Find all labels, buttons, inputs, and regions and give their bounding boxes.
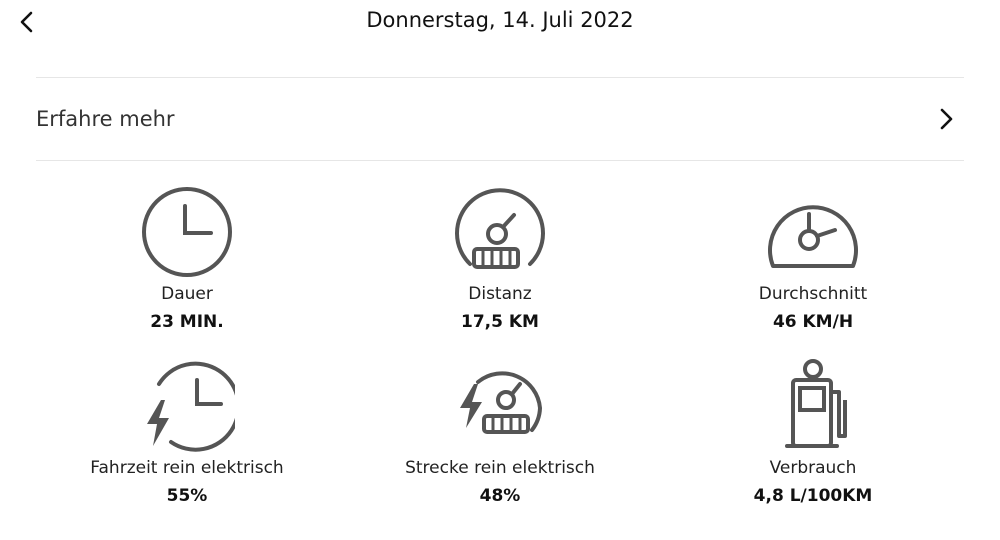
stat-value: 17,5 KM <box>461 312 539 332</box>
top-bar: Donnerstag, 14. Juli 2022 <box>0 0 1000 44</box>
stat-duration: Dauer 23 MIN. <box>37 184 337 334</box>
clock-icon <box>142 187 232 277</box>
stat-value: 46 KM/H <box>772 312 854 332</box>
page-title: Donnerstag, 14. Juli 2022 <box>366 8 634 32</box>
stat-average-speed: Durchschnitt 46 KM/H <box>663 184 963 334</box>
stat-label: Distanz <box>468 284 532 304</box>
stat-value: 23 MIN. <box>150 312 224 332</box>
stat-consumption: Verbrauch 4,8 L/100KM <box>663 358 963 508</box>
speedometer-icon <box>768 205 858 268</box>
stat-label: Durchschnitt <box>758 284 868 304</box>
chevron-right-icon <box>940 108 953 130</box>
odometer-icon <box>455 188 545 269</box>
stat-label: Strecke rein elektrisch <box>405 458 595 478</box>
stat-value: 4,8 L/100KM <box>753 486 873 506</box>
stat-label: Fahrzeit rein elektrisch <box>90 458 284 478</box>
back-button[interactable] <box>12 6 42 38</box>
electric-clock-icon <box>147 361 235 452</box>
divider <box>36 160 964 161</box>
stat-value: 48% <box>479 486 521 506</box>
electric-odometer-icon <box>460 371 543 434</box>
divider <box>36 77 964 78</box>
stat-value: 55% <box>166 486 208 506</box>
learn-more-row[interactable]: Erfahre mehr <box>36 78 964 160</box>
stat-electric-distance: Strecke rein elektrisch 48% <box>350 358 650 508</box>
chevron-left-icon <box>20 11 33 33</box>
learn-more-label: Erfahre mehr <box>36 107 175 131</box>
fuel-pump-icon <box>785 359 847 448</box>
stat-label: Verbrauch <box>769 458 857 478</box>
stat-distance: Distanz 17,5 KM <box>350 184 650 334</box>
stat-label: Dauer <box>161 284 213 304</box>
stat-electric-time: Fahrzeit rein elektrisch 55% <box>37 358 337 508</box>
